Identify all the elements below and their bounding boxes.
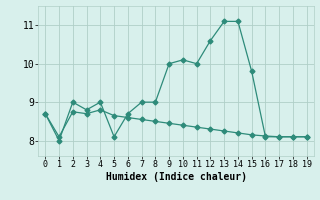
X-axis label: Humidex (Indice chaleur): Humidex (Indice chaleur) bbox=[106, 172, 246, 182]
